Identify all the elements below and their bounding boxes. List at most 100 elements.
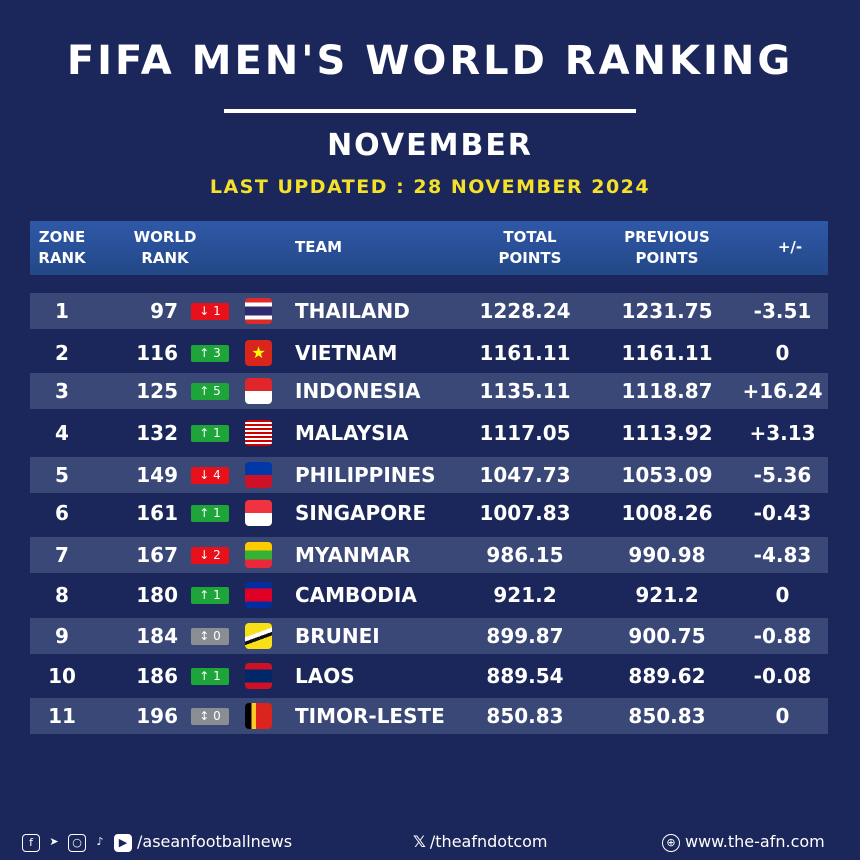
team-name: INDONESIA <box>295 379 421 403</box>
points-diff: -0.43 <box>753 501 812 525</box>
rank-change-badge: ↑ 1 <box>191 668 229 685</box>
table-row: 7 167 ↓ 2 MYANMAR 986.15 990.98 -4.83 <box>30 537 828 573</box>
philippines-flag-icon <box>245 462 272 488</box>
team-name: MALAYSIA <box>295 421 409 445</box>
last-updated: LAST UPDATED : 28 NOVEMBER 2024 <box>209 176 651 198</box>
rank-change-badge: ↑ 3 <box>191 345 229 362</box>
team-name: MYANMAR <box>295 543 411 567</box>
website-link[interactable]: www.the-afn.com <box>685 832 825 851</box>
team-name: LAOS <box>295 664 355 688</box>
youtube-icon: ▶ <box>114 833 132 852</box>
total-points: 1117.05 <box>479 421 571 445</box>
total-points: 1007.83 <box>479 501 571 525</box>
team-name: SINGAPORE <box>295 501 427 525</box>
header-team: TEAM <box>295 238 343 256</box>
total-points: 899.87 <box>486 624 564 648</box>
rank-change-badge: ↕ 0 <box>191 708 229 725</box>
header-total-points: TOTAL POINTS <box>498 228 562 267</box>
points-diff: 0 <box>775 704 790 728</box>
points-diff: -3.51 <box>753 299 812 323</box>
team-name: THAILAND <box>295 299 410 323</box>
rank-change-badge: ↑ 1 <box>191 505 229 522</box>
zone-rank: 6 <box>55 501 69 525</box>
table-row: 1 97 ↓ 1 THAILAND 1228.24 1231.75 -3.51 <box>30 293 828 329</box>
team-name: BRUNEI <box>295 624 380 648</box>
month-subtitle: NOVEMBER <box>327 128 533 163</box>
header-diff: +/- <box>777 238 803 256</box>
footer-x: 𝕏/theafndotcom <box>413 832 548 851</box>
table-row: 4 132 ↑ 1 MALAYSIA 1117.05 1113.92 +3.13 <box>30 415 828 451</box>
zone-rank: 9 <box>55 624 69 648</box>
zone-rank: 11 <box>48 704 76 728</box>
previous-points: 850.83 <box>628 704 706 728</box>
telegram-icon: ➤ <box>49 834 59 848</box>
total-points: 1228.24 <box>479 299 571 323</box>
world-rank: 125 <box>136 379 178 403</box>
table-row: 9 184 ↕ 0 BRUNEI 899.87 900.75 -0.88 <box>30 618 828 654</box>
points-diff: +3.13 <box>749 421 816 445</box>
tiktok-icon: ♪ <box>96 834 104 848</box>
total-points: 986.15 <box>486 543 564 567</box>
table-row: 3 125 ↑ 5 INDONESIA 1135.11 1118.87 +16.… <box>30 373 828 409</box>
world-rank: 132 <box>136 421 178 445</box>
table-header: ZONE RANK WORLD RANK TEAM TOTAL POINTS PREV… <box>30 221 828 275</box>
rank-change-badge: ↓ 1 <box>191 303 229 320</box>
header-world-rank: WORLD RANK <box>133 228 197 267</box>
zone-rank: 4 <box>55 421 69 445</box>
malaysia-flag-icon <box>245 420 272 446</box>
previous-points: 1118.87 <box>621 379 713 403</box>
zone-rank: 10 <box>48 664 76 688</box>
world-rank: 196 <box>136 704 178 728</box>
timor-leste-flag-icon <box>245 703 272 729</box>
points-diff: 0 <box>775 341 790 365</box>
divider <box>224 109 636 113</box>
world-rank: 167 <box>136 543 178 567</box>
rank-change-badge: ↑ 1 <box>191 425 229 442</box>
world-rank: 116 <box>136 341 178 365</box>
world-rank: 186 <box>136 664 178 688</box>
cambodia-flag-icon <box>245 582 272 608</box>
page-title: FIFA MEN'S WORLD RANKING <box>66 38 794 84</box>
world-rank: 97 <box>150 299 178 323</box>
total-points: 1135.11 <box>479 379 571 403</box>
table-row: 10 186 ↑ 1 LAOS 889.54 889.62 -0.08 <box>30 658 828 694</box>
rank-change-badge: ↓ 4 <box>191 467 229 484</box>
rank-change-badge: ↑ 5 <box>191 383 229 400</box>
zone-rank: 5 <box>55 463 69 487</box>
table-row: 5 149 ↓ 4 PHILIPPINES 1047.73 1053.09 -5… <box>30 457 828 493</box>
table-row: 8 180 ↑ 1 CAMBODIA 921.2 921.2 0 <box>30 577 828 613</box>
team-name: VIETNAM <box>295 341 398 365</box>
world-rank: 184 <box>136 624 178 648</box>
zone-rank: 3 <box>55 379 69 403</box>
rank-change-badge: ↑ 1 <box>191 587 229 604</box>
team-name: PHILIPPINES <box>295 463 436 487</box>
previous-points: 1008.26 <box>621 501 713 525</box>
previous-points: 990.98 <box>628 543 706 567</box>
total-points: 889.54 <box>486 664 564 688</box>
zone-rank: 7 <box>55 543 69 567</box>
team-name: CAMBODIA <box>295 583 417 607</box>
table-row: 11 196 ↕ 0 TIMOR-LESTE 850.83 850.83 0 <box>30 698 828 734</box>
x-icon: 𝕏 <box>413 832 426 851</box>
previous-points: 1161.11 <box>621 341 713 365</box>
header-previous-points: PREVIOUS POINTS <box>624 228 710 267</box>
total-points: 921.2 <box>493 583 557 607</box>
table-row: 2 116 ↑ 3 ★ VIETNAM 1161.11 1161.11 0 <box>30 335 828 371</box>
x-handle[interactable]: /theafndotcom <box>429 832 548 851</box>
world-rank: 180 <box>136 583 178 607</box>
myanmar-flag-icon <box>245 542 272 568</box>
team-name: TIMOR-LESTE <box>295 704 445 728</box>
points-diff: -0.88 <box>753 624 812 648</box>
total-points: 1047.73 <box>479 463 571 487</box>
points-diff: -0.08 <box>753 664 812 688</box>
zone-rank: 1 <box>55 299 69 323</box>
previous-points: 1113.92 <box>621 421 713 445</box>
zone-rank: 2 <box>55 341 69 365</box>
points-diff: -4.83 <box>753 543 812 567</box>
header-zone-rank: ZONE RANK <box>38 228 86 267</box>
previous-points: 900.75 <box>628 624 706 648</box>
singapore-flag-icon <box>245 500 272 526</box>
social-handle[interactable]: /aseanfootballnews <box>137 832 293 851</box>
laos-flag-icon <box>245 663 272 689</box>
vietnam-flag-icon: ★ <box>245 340 272 366</box>
